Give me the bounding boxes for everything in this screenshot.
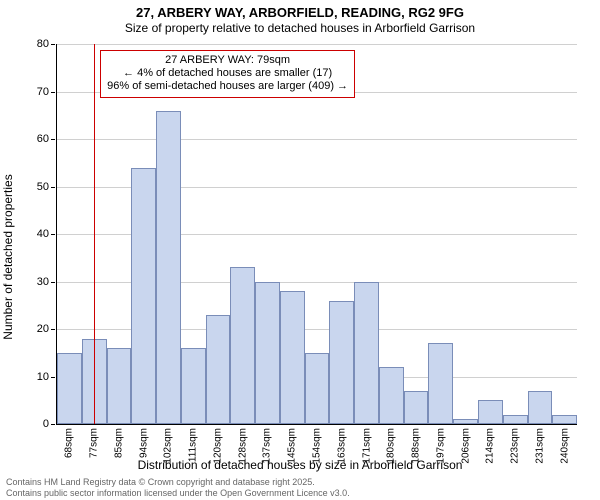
histogram-bar	[305, 353, 330, 424]
x-axis-title: Distribution of detached houses by size …	[0, 458, 600, 472]
annotation-line1: 27 ARBERY WAY: 79sqm	[107, 54, 348, 67]
y-tick	[51, 92, 55, 93]
annotation-box: 27 ARBERY WAY: 79sqm ← 4% of detached ho…	[100, 50, 355, 98]
y-tick-label: 20	[37, 323, 49, 335]
plot-area: 27 ARBERY WAY: 79sqm ← 4% of detached ho…	[56, 44, 577, 425]
y-axis-title: Number of detached properties	[1, 174, 15, 339]
histogram-bar	[428, 343, 453, 424]
y-tick-label: 50	[37, 181, 49, 193]
x-tick-label: 111sqm	[188, 428, 199, 462]
histogram-bar	[404, 391, 429, 424]
histogram-bar	[379, 367, 404, 424]
y-tick-label: 80	[37, 38, 49, 50]
histogram-bar	[280, 291, 305, 424]
x-tick-label: 85sqm	[113, 428, 124, 458]
x-tick-label: 68sqm	[64, 428, 75, 458]
histogram-bar	[528, 391, 553, 424]
histogram-bar	[552, 415, 577, 425]
y-tick-label: 30	[37, 276, 49, 288]
histogram-bar	[453, 419, 478, 424]
histogram-bar	[503, 415, 528, 425]
y-tick	[51, 424, 55, 425]
y-tick-label: 0	[43, 418, 49, 430]
histogram-bar	[206, 315, 231, 424]
y-tick	[51, 44, 55, 45]
histogram-bar	[354, 282, 379, 425]
y-tick-label: 40	[37, 228, 49, 240]
annotation-line3: 96% of semi-detached houses are larger (…	[107, 80, 348, 93]
y-tick	[51, 234, 55, 235]
y-tick	[51, 282, 55, 283]
footer-line2: Contains public sector information licen…	[6, 488, 350, 498]
histogram-bars	[57, 44, 577, 424]
histogram-bar	[156, 111, 181, 425]
annotation-line2: ← 4% of detached houses are smaller (17)	[107, 67, 348, 80]
footer-line1: Contains HM Land Registry data © Crown c…	[6, 477, 350, 487]
y-tick-label: 10	[37, 371, 49, 383]
y-tick-label: 60	[37, 133, 49, 145]
marker-line	[94, 44, 95, 424]
footer-attribution: Contains HM Land Registry data © Crown c…	[6, 477, 350, 498]
histogram-bar	[230, 267, 255, 424]
histogram-bar	[255, 282, 280, 425]
y-tick-label: 70	[37, 86, 49, 98]
chart-container: 27, ARBERY WAY, ARBORFIELD, READING, RG2…	[0, 0, 600, 500]
histogram-bar	[57, 353, 82, 424]
y-tick	[51, 329, 55, 330]
y-tick	[51, 377, 55, 378]
histogram-bar	[329, 301, 354, 425]
y-tick	[51, 139, 55, 140]
y-tick	[51, 187, 55, 188]
histogram-bar	[131, 168, 156, 425]
histogram-bar	[107, 348, 132, 424]
chart-subtitle: Size of property relative to detached ho…	[0, 22, 600, 35]
histogram-bar	[478, 400, 503, 424]
histogram-bar	[181, 348, 206, 424]
x-tick-label: 94sqm	[138, 428, 149, 458]
chart-title: 27, ARBERY WAY, ARBORFIELD, READING, RG2…	[0, 0, 600, 20]
x-tick-label: 77sqm	[89, 428, 100, 458]
